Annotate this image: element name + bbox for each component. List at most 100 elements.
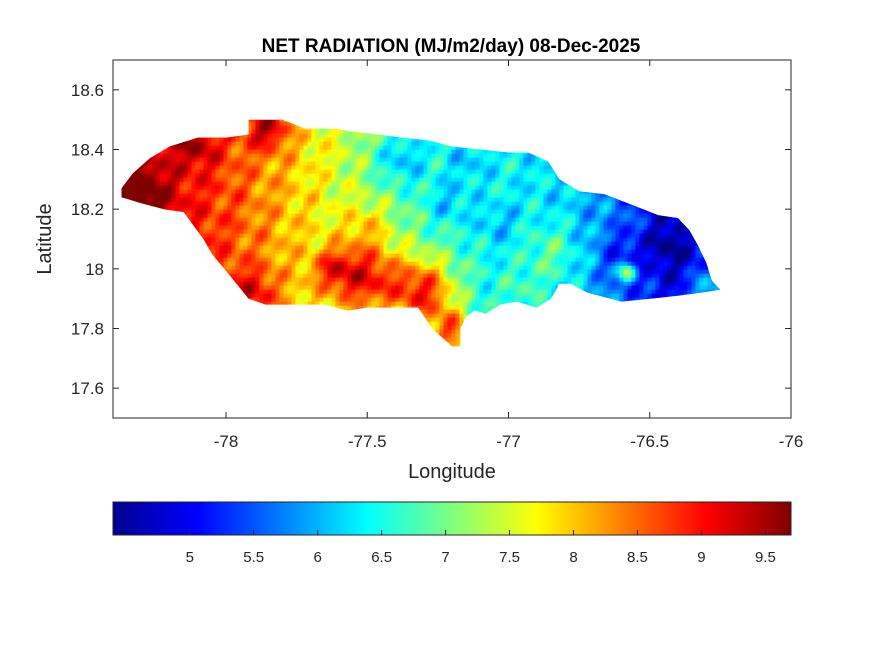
heatmap-cell xyxy=(335,209,340,215)
heatmap-cell xyxy=(123,193,128,199)
heatmap-cell xyxy=(159,165,164,171)
heatmap-cell xyxy=(263,125,268,131)
heatmap-cell xyxy=(247,121,252,127)
heatmap-cell xyxy=(207,141,212,147)
heatmap-cell xyxy=(567,193,572,199)
heatmap-cell xyxy=(315,229,320,235)
heatmap-cell xyxy=(259,161,264,167)
heatmap-cell xyxy=(531,177,536,183)
heatmap-cell xyxy=(515,237,520,243)
heatmap-cell xyxy=(323,201,328,207)
heatmap-cell xyxy=(135,189,140,195)
heatmap-cell xyxy=(107,206,112,211)
heatmap-cell xyxy=(247,185,252,191)
heatmap-cell xyxy=(319,213,324,219)
heatmap-cell xyxy=(387,217,392,223)
heatmap-cell xyxy=(511,157,516,163)
heatmap-cell xyxy=(623,201,628,207)
heatmap-cell xyxy=(191,137,196,143)
heatmap-cell xyxy=(343,197,348,203)
heatmap-cell xyxy=(327,161,332,167)
heatmap-cell xyxy=(411,233,416,239)
heatmap-cell xyxy=(231,161,236,167)
heatmap-cell xyxy=(335,237,340,243)
heatmap-cell xyxy=(307,209,312,215)
heatmap-cell xyxy=(247,177,252,183)
heatmap-cell xyxy=(279,153,284,159)
heatmap-cell xyxy=(275,177,280,183)
heatmap-cell xyxy=(167,161,172,167)
heatmap-cell xyxy=(647,217,652,223)
heatmap-cell xyxy=(447,221,452,227)
heatmap-cell xyxy=(527,237,532,243)
heatmap-cell xyxy=(259,193,264,199)
heatmap-cell xyxy=(379,209,384,215)
heatmap-cell xyxy=(247,165,252,171)
heatmap-cell xyxy=(247,145,252,151)
heatmap-cell xyxy=(339,181,344,187)
heatmap-cell xyxy=(475,233,480,239)
heatmap-cell xyxy=(291,225,296,231)
heatmap-cell xyxy=(291,145,296,151)
heatmap-cell xyxy=(475,173,480,179)
heatmap-cell xyxy=(511,213,516,219)
heatmap-cell xyxy=(411,189,416,195)
heatmap-cell xyxy=(551,205,556,211)
heatmap-cell xyxy=(411,177,416,183)
heatmap-cell xyxy=(299,161,304,167)
heatmap-cell xyxy=(447,185,452,191)
heatmap-cell xyxy=(231,169,236,175)
heatmap-cell xyxy=(283,177,288,183)
heatmap-cell xyxy=(195,157,200,163)
heatmap-cell xyxy=(503,157,508,163)
heatmap-cell xyxy=(451,173,456,179)
heatmap-cell xyxy=(339,209,344,215)
heatmap-cell xyxy=(235,173,240,179)
heatmap-cell xyxy=(315,217,320,223)
heatmap-cell xyxy=(435,185,440,191)
heatmap-cell xyxy=(303,193,308,199)
heatmap-cell xyxy=(191,193,196,199)
heatmap-cell xyxy=(359,169,364,175)
heatmap-cell xyxy=(347,165,352,171)
heatmap-cell xyxy=(359,229,364,235)
heatmap-cell xyxy=(323,177,328,183)
heatmap-cell xyxy=(359,205,364,211)
heatmap-cell xyxy=(395,137,400,143)
heatmap-cell xyxy=(479,237,484,243)
heatmap-cell xyxy=(187,189,192,195)
heatmap-cell xyxy=(563,221,568,227)
heatmap-cell xyxy=(283,141,288,147)
heatmap-cell xyxy=(235,137,240,143)
heatmap-cell xyxy=(655,229,660,235)
heatmap-cell xyxy=(159,169,164,175)
heatmap-cell xyxy=(247,119,252,123)
heatmap-cell xyxy=(363,197,368,203)
heatmap-cell xyxy=(191,141,196,147)
heatmap-cell xyxy=(319,157,324,163)
heatmap-cell xyxy=(287,221,292,227)
heatmap-cell xyxy=(327,141,332,147)
heatmap-cell xyxy=(203,217,208,223)
heatmap-cell xyxy=(303,221,308,227)
heatmap-cell xyxy=(547,213,552,219)
heatmap-cell xyxy=(451,209,456,215)
heatmap-cell xyxy=(575,197,580,203)
heatmap-cell xyxy=(319,137,324,143)
heatmap-cell xyxy=(503,209,508,215)
heatmap-cell xyxy=(499,173,504,179)
heatmap-cell xyxy=(467,193,472,199)
heatmap-cell xyxy=(183,169,188,175)
heatmap-cell xyxy=(359,225,364,231)
heatmap-cell xyxy=(531,185,536,191)
heatmap-cell xyxy=(291,209,296,215)
heatmap-cell xyxy=(443,161,448,167)
heatmap-cell xyxy=(259,145,264,151)
heatmap-cell xyxy=(251,225,256,231)
heatmap-cell xyxy=(539,161,544,167)
heatmap-cell xyxy=(275,137,280,143)
heatmap-cell xyxy=(199,205,204,211)
heatmap-cell xyxy=(279,233,284,239)
heatmap-cell xyxy=(351,177,356,183)
heatmap-cell xyxy=(271,193,276,199)
